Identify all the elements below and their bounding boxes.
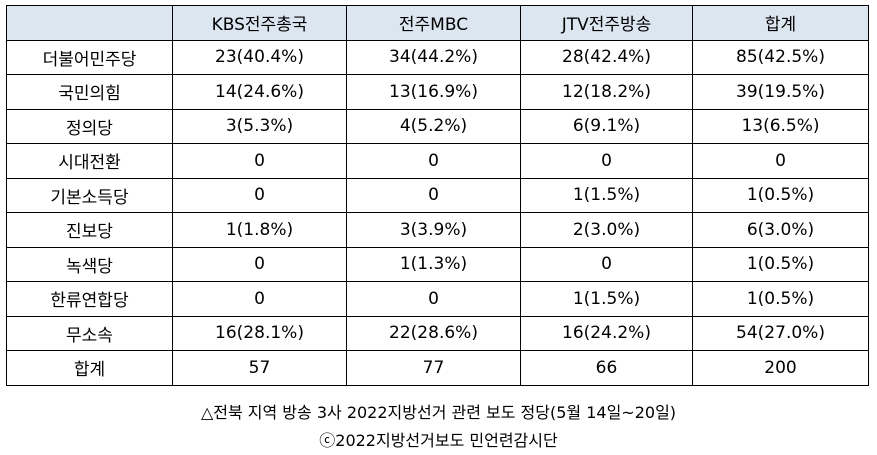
value-cell: 1(0.5%) <box>692 281 869 317</box>
party-name-cell: 기본소득당 <box>6 177 173 213</box>
value-cell: 1(0.5%) <box>692 246 869 282</box>
value-cell: 28(42.4%) <box>520 39 693 75</box>
total-value-cell: 200 <box>692 350 869 386</box>
value-cell: 1(1.8%) <box>172 212 347 248</box>
table-row: 기본소득당 0 0 1(1.5%) 1(0.5%) <box>6 177 869 213</box>
party-name-cell: 무소속 <box>6 315 173 351</box>
total-value-cell: 66 <box>520 350 693 386</box>
value-cell: 0 <box>692 143 869 179</box>
value-cell: 39(19.5%) <box>692 74 869 110</box>
value-cell: 13(16.9%) <box>346 74 521 110</box>
header-cell-mbc: 전주MBC <box>346 5 521 41</box>
value-cell: 85(42.5%) <box>692 39 869 75</box>
value-cell: 1(1.5%) <box>520 281 693 317</box>
value-cell: 3(5.3%) <box>172 108 347 144</box>
party-coverage-table: KBS전주총국 전주MBC JTV전주방송 합계 더불어민주당 23(40.4%… <box>6 5 869 386</box>
value-cell: 34(44.2%) <box>346 39 521 75</box>
value-cell: 16(24.2%) <box>520 315 693 351</box>
header-row: KBS전주총국 전주MBC JTV전주방송 합계 <box>6 5 869 41</box>
total-row: 합계 57 77 66 200 <box>6 350 869 386</box>
table-row: 무소속 16(28.1%) 22(28.6%) 16(24.2%) 54(27.… <box>6 315 869 351</box>
party-name-cell: 시대전환 <box>6 143 173 179</box>
header-cell-jtv: JTV전주방송 <box>520 5 693 41</box>
header-cell-total: 합계 <box>692 5 869 41</box>
party-name-cell: 녹색당 <box>6 246 173 282</box>
table-row: 한류연합당 0 0 1(1.5%) 1(0.5%) <box>6 281 869 317</box>
value-cell: 4(5.2%) <box>346 108 521 144</box>
total-label-cell: 합계 <box>6 350 173 386</box>
value-cell: 1(1.3%) <box>346 246 521 282</box>
value-cell: 0 <box>520 246 693 282</box>
party-name-cell: 진보당 <box>6 212 173 248</box>
value-cell: 0 <box>172 177 347 213</box>
table-row: 정의당 3(5.3%) 4(5.2%) 6(9.1%) 13(6.5%) <box>6 108 869 144</box>
value-cell: 0 <box>172 246 347 282</box>
total-value-cell: 77 <box>346 350 521 386</box>
table-row: 진보당 1(1.8%) 3(3.9%) 2(3.0%) 6(3.0%) <box>6 212 869 248</box>
value-cell: 0 <box>346 281 521 317</box>
party-name-cell: 정의당 <box>6 108 173 144</box>
value-cell: 0 <box>172 281 347 317</box>
value-cell: 2(3.0%) <box>520 212 693 248</box>
value-cell: 22(28.6%) <box>346 315 521 351</box>
value-cell: 16(28.1%) <box>172 315 347 351</box>
value-cell: 13(6.5%) <box>692 108 869 144</box>
table-row: 시대전환 0 0 0 0 <box>6 143 869 179</box>
value-cell: 12(18.2%) <box>520 74 693 110</box>
copyright-credit: ⓒ2022지방선거보도 민언련감시단 <box>319 431 558 450</box>
value-cell: 23(40.4%) <box>172 39 347 75</box>
table-row: 녹색당 0 1(1.3%) 0 1(0.5%) <box>6 246 869 282</box>
party-name-cell: 국민의힘 <box>6 74 173 110</box>
party-name-cell: 한류연합당 <box>6 281 173 317</box>
value-cell: 0 <box>346 143 521 179</box>
value-cell: 54(27.0%) <box>692 315 869 351</box>
value-cell: 1(1.5%) <box>520 177 693 213</box>
value-cell: 0 <box>346 177 521 213</box>
value-cell: 6(3.0%) <box>692 212 869 248</box>
table-row: 더불어민주당 23(40.4%) 34(44.2%) 28(42.4%) 85(… <box>6 39 869 75</box>
value-cell: 0 <box>520 143 693 179</box>
value-cell: 3(3.9%) <box>346 212 521 248</box>
header-cell-corner <box>6 5 173 41</box>
value-cell: 0 <box>172 143 347 179</box>
value-cell: 1(0.5%) <box>692 177 869 213</box>
table-caption: △전북 지역 방송 3사 2022지방선거 관련 보도 정당(5월 14일~20… <box>200 403 677 422</box>
table-row: 국민의힘 14(24.6%) 13(16.9%) 12(18.2%) 39(19… <box>6 74 869 110</box>
total-value-cell: 57 <box>172 350 347 386</box>
value-cell: 6(9.1%) <box>520 108 693 144</box>
party-name-cell: 더불어민주당 <box>6 39 173 75</box>
value-cell: 14(24.6%) <box>172 74 347 110</box>
header-cell-kbs: KBS전주총국 <box>172 5 347 41</box>
